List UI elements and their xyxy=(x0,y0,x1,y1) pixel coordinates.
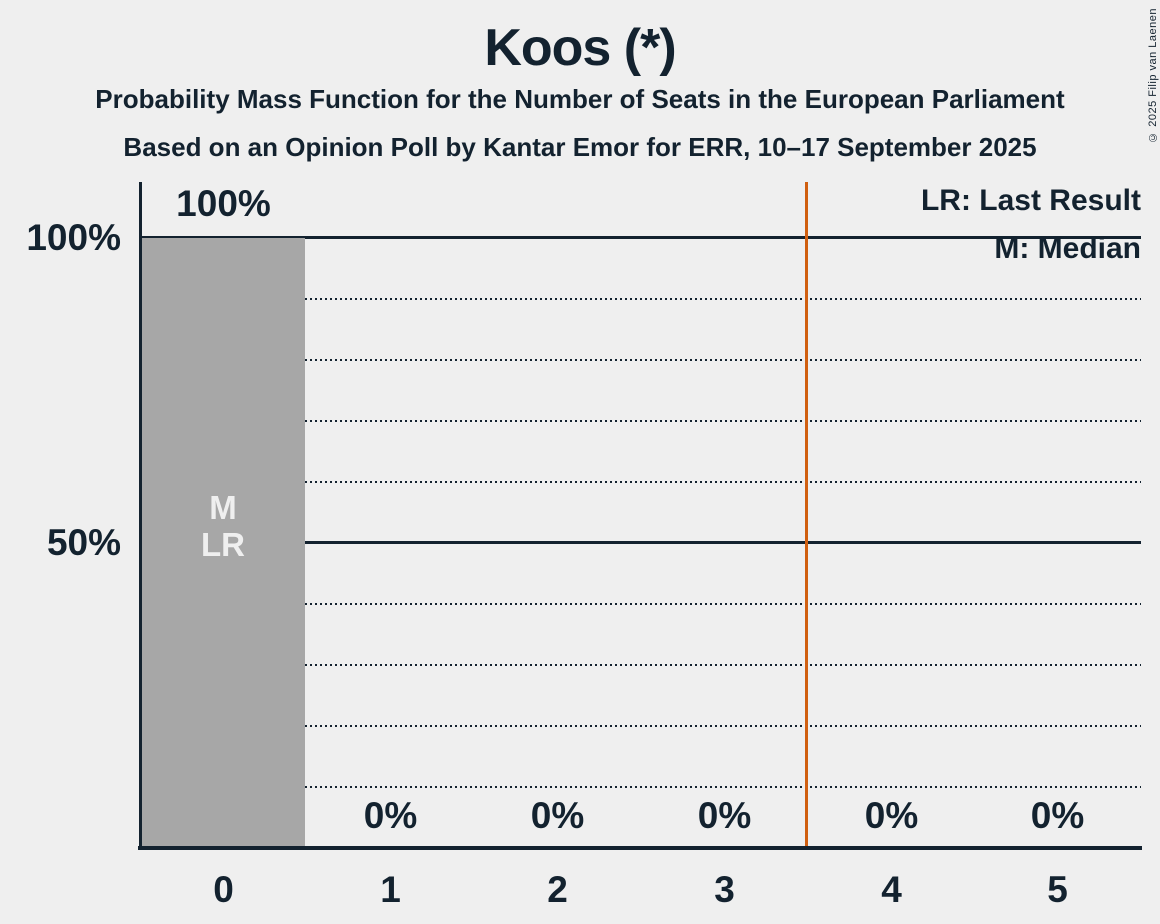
gridline-50pct xyxy=(140,541,1141,544)
bar-value-label-seat-5: 0% xyxy=(1030,795,1085,836)
bar-value-label-seat-1: 0% xyxy=(363,795,418,836)
x-axis-line xyxy=(138,846,1142,850)
y-tick-label-100: 100% xyxy=(26,217,121,258)
gridline-20pct xyxy=(140,725,1141,727)
x-tick-label-0: 0 xyxy=(213,869,234,910)
bar-value-label-seat-2: 0% xyxy=(530,795,585,836)
last-result-marker-label: LR xyxy=(201,526,245,563)
gridline-80pct xyxy=(140,359,1141,361)
gridline-60pct xyxy=(140,481,1141,483)
gridline-30pct xyxy=(140,664,1141,666)
median-marker-label: M xyxy=(209,489,237,526)
legend-median: M: Median xyxy=(994,232,1141,265)
gridline-70pct xyxy=(140,420,1141,422)
vertical-threshold-line xyxy=(805,182,808,848)
bar-seat-0: M LR xyxy=(141,238,305,848)
bar-value-label-seat-4: 0% xyxy=(864,795,919,836)
x-tick-label-1: 1 xyxy=(380,869,401,910)
chart-subtitle-line2: Based on an Opinion Poll by Kantar Emor … xyxy=(123,132,1037,162)
gridline-90pct xyxy=(140,298,1141,300)
legend-last-result: LR: Last Result xyxy=(920,184,1141,217)
x-tick-label-4: 4 xyxy=(881,869,902,910)
copyright-notice: © 2025 Filip van Laenen xyxy=(1147,8,1159,143)
bar-value-label-seat-3: 0% xyxy=(697,795,752,836)
y-tick-label-50: 50% xyxy=(46,522,121,563)
bar-annotations: M LR xyxy=(141,489,305,563)
chart-subtitle-line1: Probability Mass Function for the Number… xyxy=(95,84,1065,114)
chart-title: Koos (*) xyxy=(484,19,676,77)
x-tick-label-5: 5 xyxy=(1047,869,1068,910)
gridline-10pct xyxy=(140,786,1141,788)
bar-value-label-seat-0: 100% xyxy=(176,183,271,224)
gridline-100pct xyxy=(140,236,1141,239)
x-tick-label-3: 3 xyxy=(714,869,735,910)
y-axis-line xyxy=(139,182,142,848)
x-tick-label-2: 2 xyxy=(547,869,568,910)
gridline-40pct xyxy=(140,603,1141,605)
